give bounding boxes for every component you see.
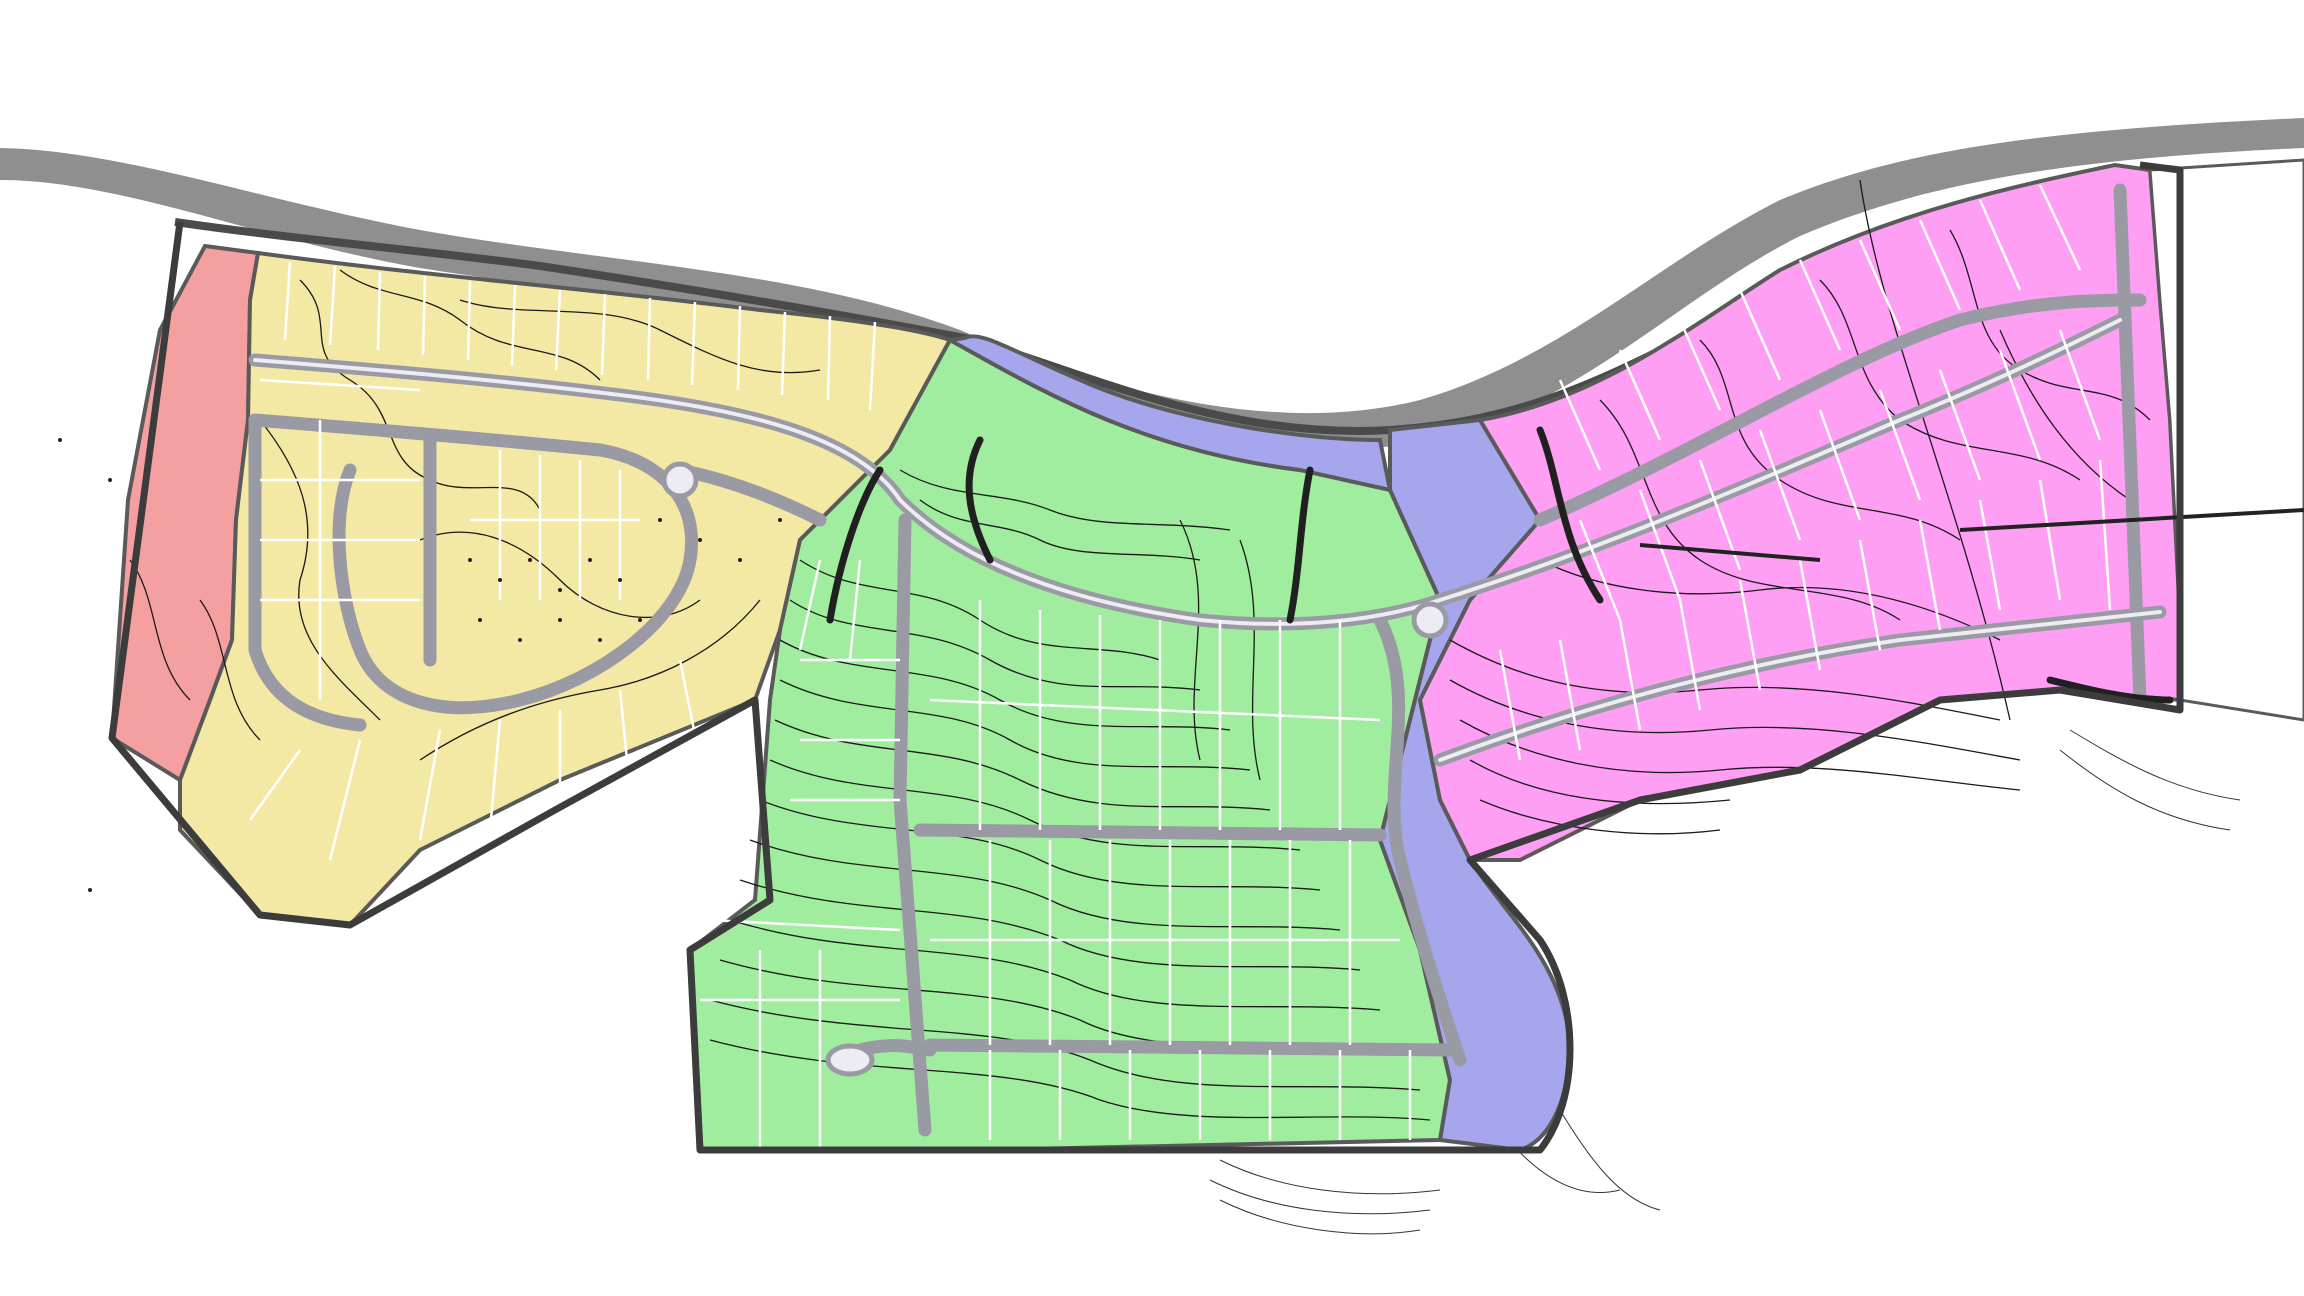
river-island <box>730 267 870 288</box>
drainage-swales <box>826 426 2304 704</box>
magenta-phase <box>1417 162 2182 862</box>
tree-dots <box>58 438 782 892</box>
drainage-buffer-north <box>943 334 1393 493</box>
site-boundary <box>108 161 2184 1154</box>
lot-lines <box>248 184 2112 1150</box>
river <box>0 118 2304 450</box>
green-contours <box>709 469 1431 1121</box>
